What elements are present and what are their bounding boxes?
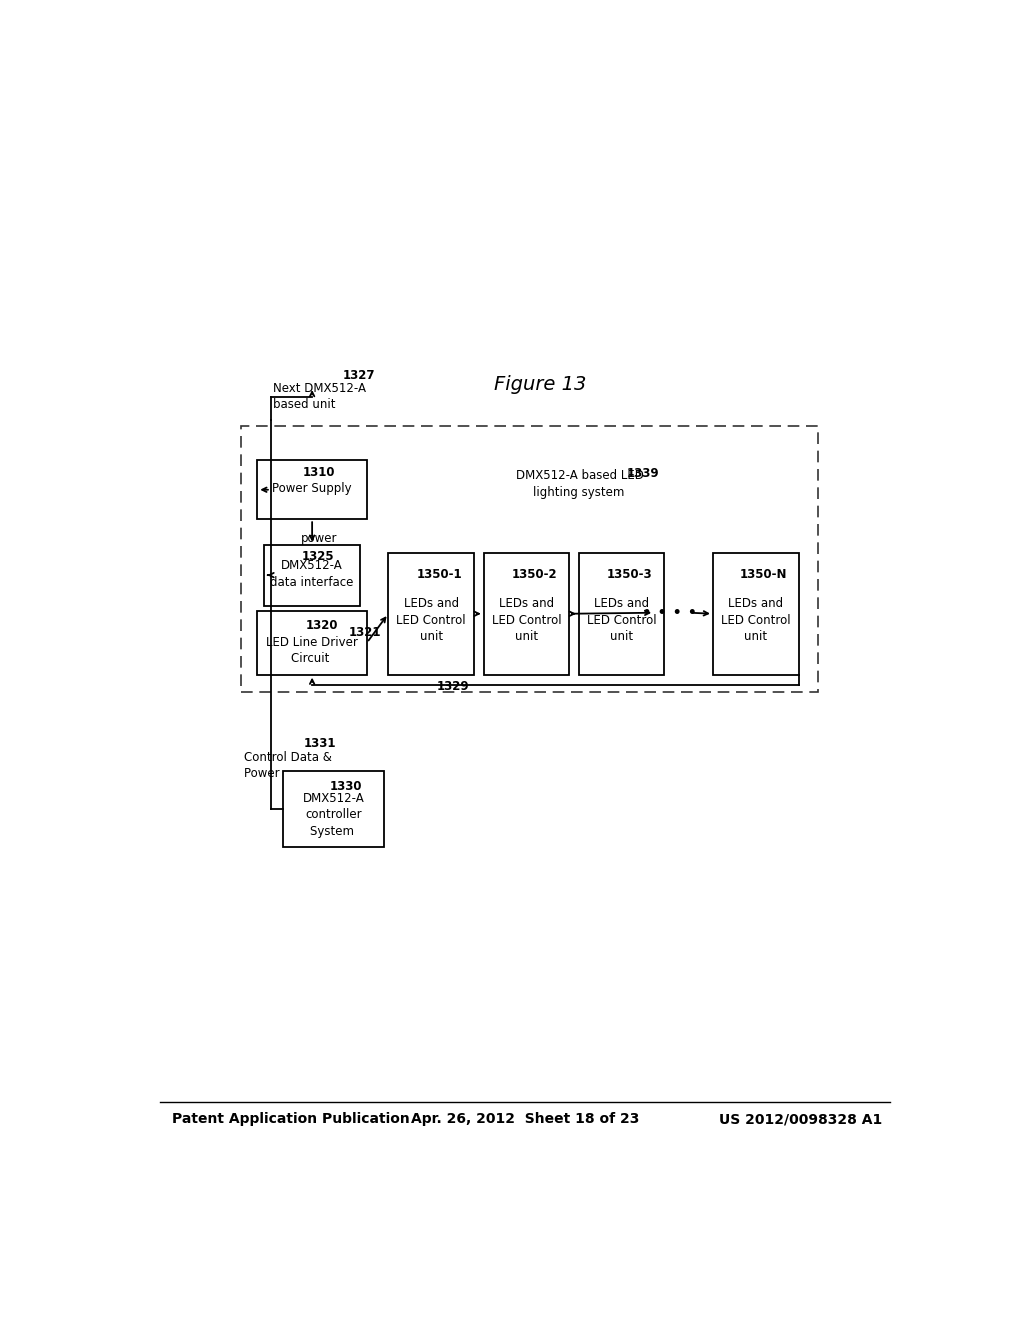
Text: • • • •: • • • • <box>642 603 697 622</box>
Text: 1321: 1321 <box>348 626 381 639</box>
Text: Patent Application Publication: Patent Application Publication <box>172 1113 410 1126</box>
Text: 1339: 1339 <box>627 467 659 480</box>
Text: DMX512-A
data interface: DMX512-A data interface <box>270 560 354 606</box>
Bar <box>713 553 799 675</box>
Text: LEDs and
LED Control
unit: LEDs and LED Control unit <box>587 597 656 660</box>
Bar <box>257 611 367 675</box>
Text: power: power <box>301 532 338 545</box>
Text: 1330: 1330 <box>330 780 362 793</box>
Text: 1331: 1331 <box>303 737 336 750</box>
Text: Power Supply: Power Supply <box>272 482 352 512</box>
Bar <box>283 771 384 846</box>
Bar <box>483 553 569 675</box>
Text: 1350-2: 1350-2 <box>512 568 557 581</box>
Text: Next DMX512-A
based unit: Next DMX512-A based unit <box>273 381 367 411</box>
Text: 1325: 1325 <box>302 550 335 564</box>
Text: Apr. 26, 2012  Sheet 18 of 23: Apr. 26, 2012 Sheet 18 of 23 <box>411 1113 639 1126</box>
Text: 1320: 1320 <box>306 619 339 632</box>
Bar <box>388 553 474 675</box>
Text: 1350-1: 1350-1 <box>417 568 462 581</box>
Text: LEDs and
LED Control
unit: LEDs and LED Control unit <box>396 597 466 660</box>
Text: LEDs and
LED Control
unit: LEDs and LED Control unit <box>492 597 561 660</box>
Bar <box>579 553 665 675</box>
Text: US 2012/0098328 A1: US 2012/0098328 A1 <box>719 1113 882 1126</box>
Text: Control Data &
Power: Control Data & Power <box>244 751 332 780</box>
Text: DMX512-A based LED
lighting system: DMX512-A based LED lighting system <box>516 469 644 499</box>
Text: LED Line Driver
Circuit: LED Line Driver Circuit <box>266 636 358 665</box>
Bar <box>264 545 359 606</box>
Text: 1327: 1327 <box>342 368 375 381</box>
Text: 1310: 1310 <box>302 466 335 479</box>
Text: Figure 13: Figure 13 <box>495 375 587 393</box>
Text: LEDs and
LED Control
unit: LEDs and LED Control unit <box>721 597 791 660</box>
Bar <box>257 461 367 519</box>
Text: 1350-N: 1350-N <box>740 568 787 581</box>
Text: 1329: 1329 <box>437 680 470 693</box>
Text: DMX512-A
controller
System: DMX512-A controller System <box>303 792 365 838</box>
Text: 1350-3: 1350-3 <box>607 568 652 581</box>
Bar <box>242 426 818 692</box>
